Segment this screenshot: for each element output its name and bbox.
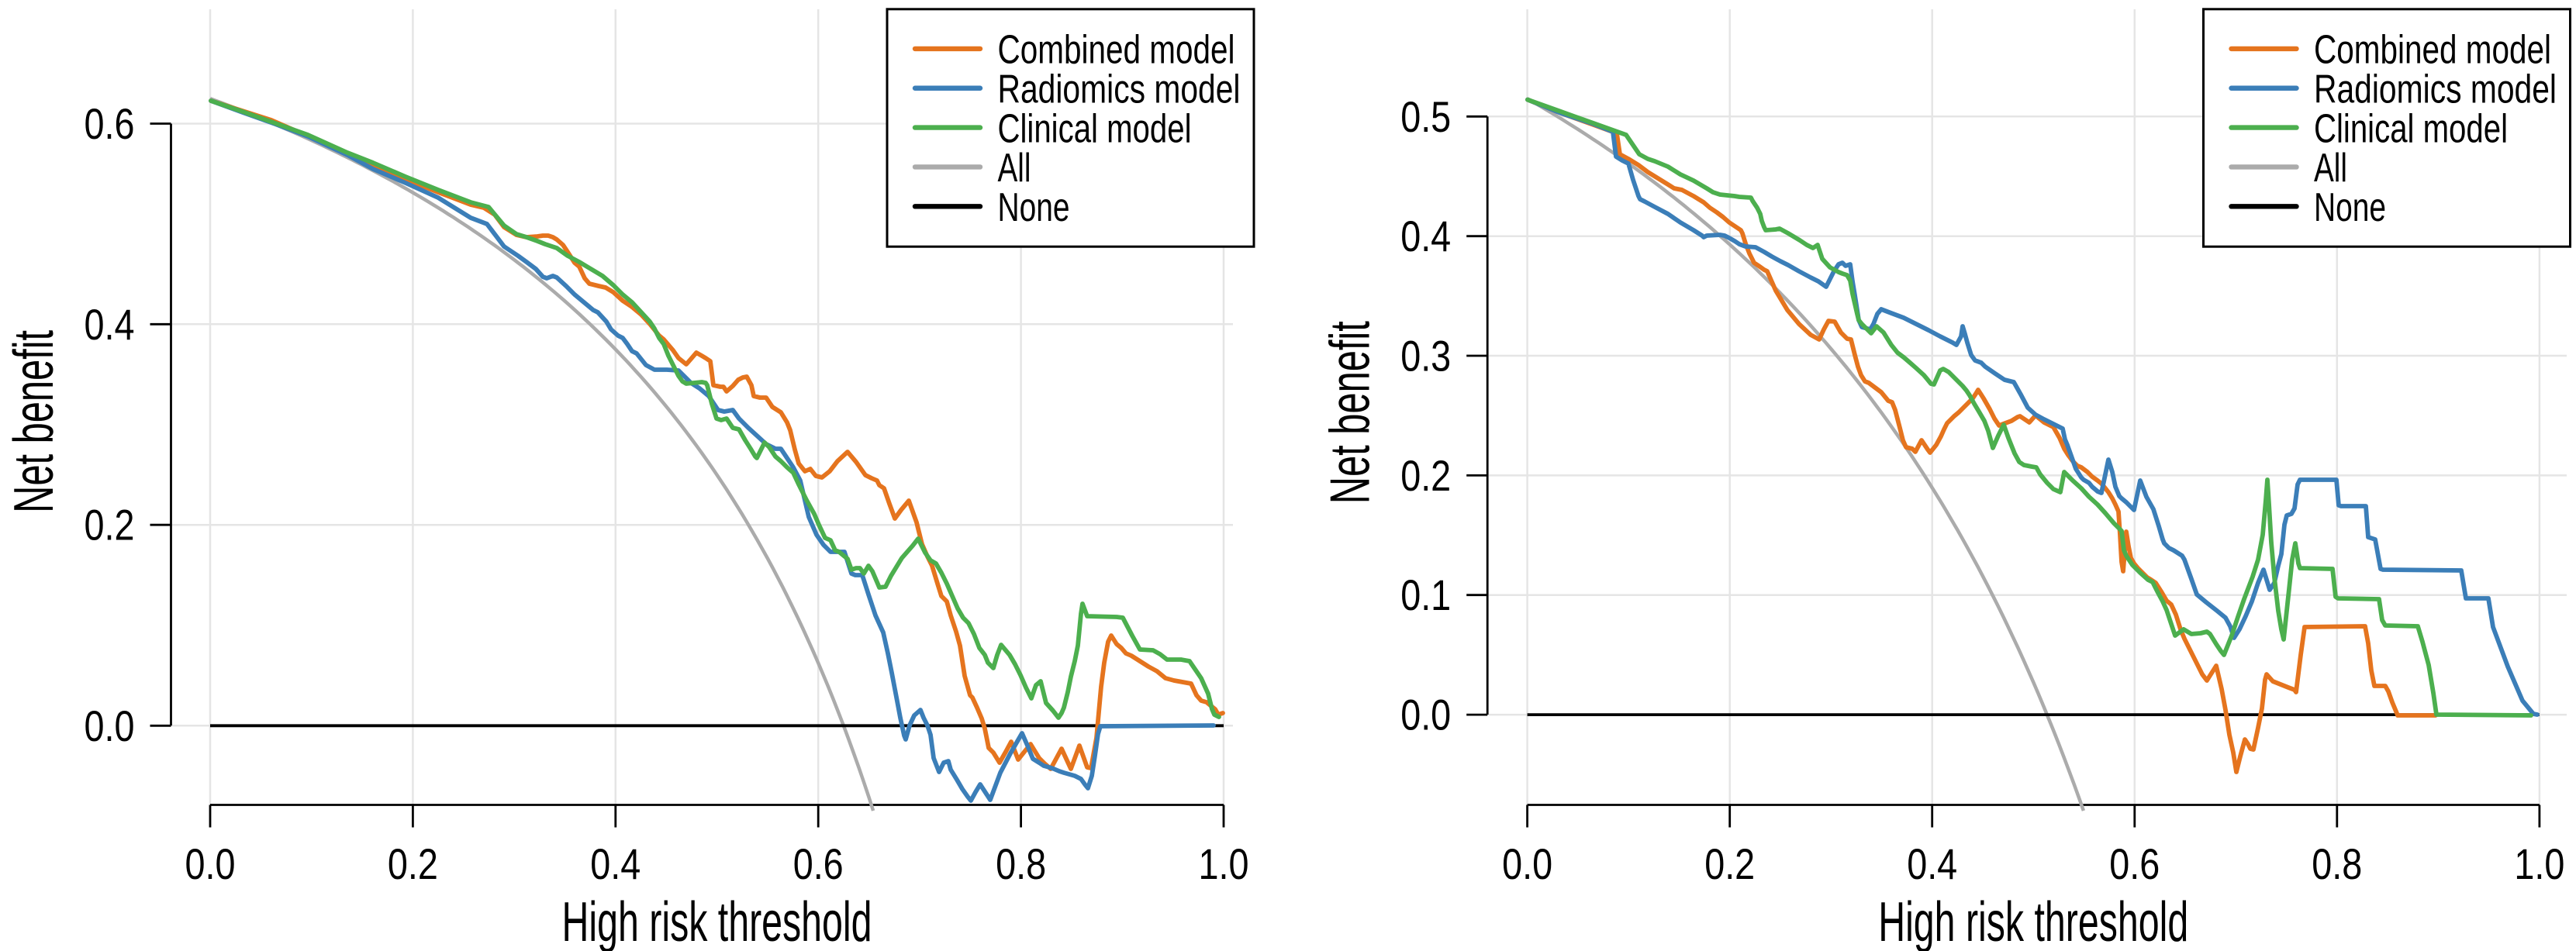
svg-text:0.4: 0.4 bbox=[1400, 212, 1451, 260]
svg-text:0.4: 0.4 bbox=[590, 839, 641, 888]
svg-text:0.3: 0.3 bbox=[1400, 332, 1451, 381]
svg-text:0.4: 0.4 bbox=[1907, 839, 1957, 888]
svg-text:0.0: 0.0 bbox=[1502, 839, 1552, 888]
svg-text:0.8: 0.8 bbox=[2312, 839, 2362, 888]
svg-text:Clinical model: Clinical model bbox=[998, 106, 1192, 151]
svg-text:0.2: 0.2 bbox=[1704, 839, 1755, 888]
svg-text:0.1: 0.1 bbox=[1400, 570, 1451, 619]
svg-text:1.0: 1.0 bbox=[2514, 839, 2564, 888]
svg-text:Radiomics model: Radiomics model bbox=[2314, 67, 2557, 112]
svg-text:0.2: 0.2 bbox=[388, 839, 438, 888]
svg-text:0.0: 0.0 bbox=[85, 701, 135, 750]
svg-text:0.8: 0.8 bbox=[996, 839, 1046, 888]
svg-text:1.0: 1.0 bbox=[1199, 839, 1249, 888]
svg-text:None: None bbox=[998, 185, 1070, 230]
svg-text:0.6: 0.6 bbox=[85, 99, 135, 148]
svg-text:Radiomics model: Radiomics model bbox=[998, 67, 1241, 112]
svg-text:0.0: 0.0 bbox=[1400, 691, 1451, 739]
svg-text:Net benefit: Net benefit bbox=[1320, 321, 1382, 504]
svg-text:Net benefit: Net benefit bbox=[3, 330, 65, 513]
svg-text:0.6: 0.6 bbox=[793, 839, 844, 888]
svg-text:0.0: 0.0 bbox=[185, 839, 236, 888]
svg-text:Clinical model: Clinical model bbox=[2314, 106, 2508, 151]
svg-text:High risk threshold: High risk threshold bbox=[562, 891, 872, 951]
svg-text:All: All bbox=[2314, 146, 2347, 191]
svg-text:None: None bbox=[2314, 185, 2386, 230]
svg-text:Combined model: Combined model bbox=[2314, 28, 2551, 73]
svg-text:All: All bbox=[998, 146, 1031, 191]
svg-text:0.4: 0.4 bbox=[85, 300, 135, 349]
svg-text:Combined model: Combined model bbox=[998, 28, 1235, 73]
svg-text:0.2: 0.2 bbox=[1400, 451, 1451, 500]
svg-text:High risk threshold: High risk threshold bbox=[1878, 891, 2188, 951]
svg-text:0.5: 0.5 bbox=[1400, 92, 1451, 141]
svg-text:0.2: 0.2 bbox=[85, 501, 135, 550]
svg-text:0.6: 0.6 bbox=[2109, 839, 2160, 888]
